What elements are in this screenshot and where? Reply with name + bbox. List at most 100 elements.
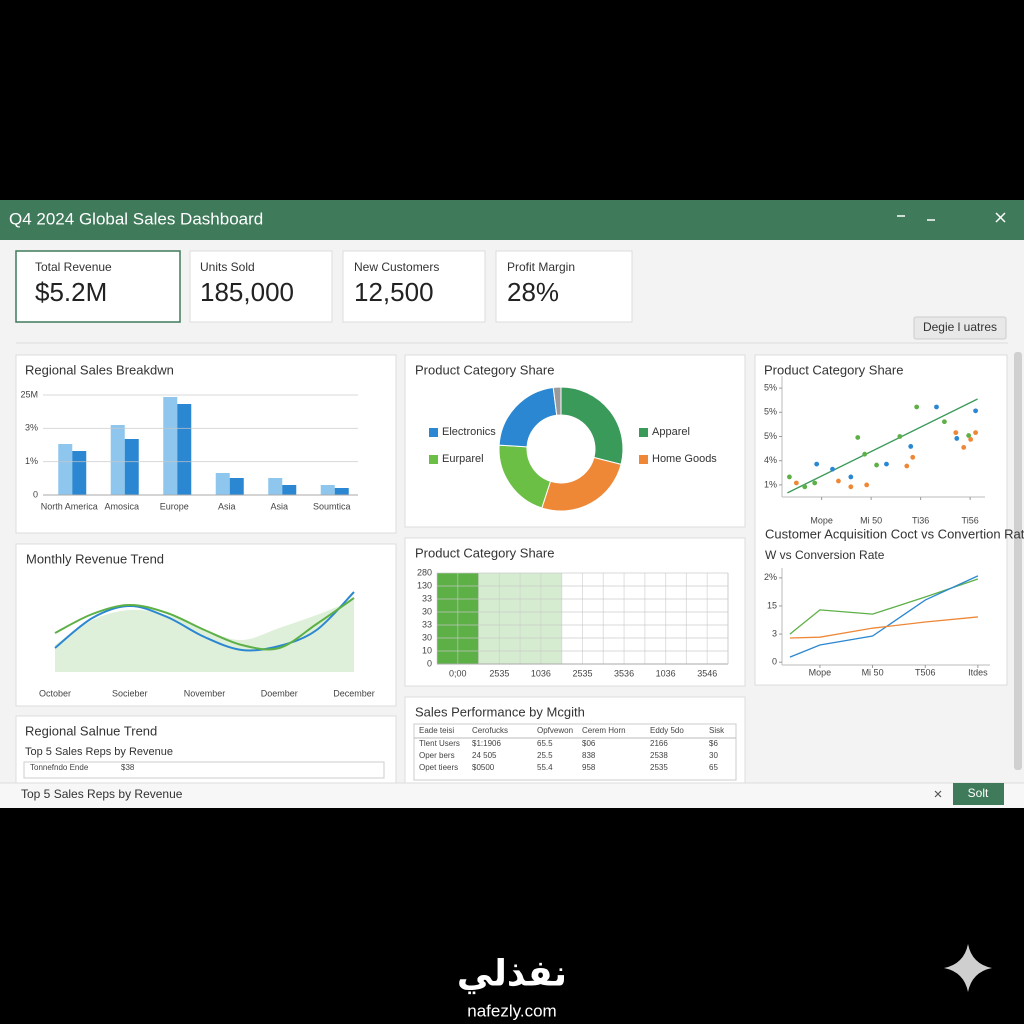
filter-button-label[interactable]: Degie l uatres xyxy=(923,320,997,334)
y-tick-label: 30 xyxy=(422,606,432,616)
line xyxy=(789,578,979,635)
y-tick-label: 25M xyxy=(20,389,38,399)
y-tick-label: 10 xyxy=(422,645,432,655)
scatter-point xyxy=(966,433,972,438)
kpi-card[interactable] xyxy=(342,250,486,323)
x-tick-label: 1036 xyxy=(531,668,551,678)
scatter-point xyxy=(787,474,792,480)
table-cell: 65 xyxy=(709,763,718,772)
sort-button-label[interactable]: Solt xyxy=(968,786,989,800)
filter-button[interactable] xyxy=(913,316,1007,340)
scatter-point xyxy=(908,444,914,449)
dynamic-layer: Total Revenue $5.2M Units Sold 185,000 New C… xyxy=(20,260,1024,781)
panel-title: Sales Performance by Mcgith xyxy=(415,704,585,719)
y-tick-label: 280 xyxy=(417,567,432,577)
x-tick-label: 2535 xyxy=(489,668,509,678)
chart-title: Product Category Share xyxy=(415,362,554,377)
bar xyxy=(177,404,192,495)
kpi-value: $5.2M xyxy=(35,277,107,307)
watermark-arabic: نفذلي xyxy=(457,953,567,995)
line xyxy=(54,597,355,651)
kpi-label: Total Revenue xyxy=(35,260,112,274)
x-tick-label: 1036 xyxy=(656,668,676,678)
status-bar xyxy=(0,783,1024,808)
x-tick-label: Socieber xyxy=(112,688,148,698)
scatter-point xyxy=(961,444,967,450)
status-text: Top 5 Sales Reps by Revenue xyxy=(21,787,183,801)
table-header: Opfvewon xyxy=(537,726,573,735)
bar xyxy=(215,473,230,495)
scrollbar[interactable] xyxy=(1014,352,1022,770)
bar xyxy=(163,397,178,495)
legend-label: Home Goods xyxy=(652,453,717,465)
scatter-point xyxy=(793,480,799,486)
reps-cell: Tonnefndo Ende xyxy=(30,763,89,772)
legend-swatch xyxy=(639,455,648,464)
bar xyxy=(72,451,87,495)
kpi-card[interactable] xyxy=(495,250,633,323)
title-bar xyxy=(0,200,1024,240)
scatter-point xyxy=(968,437,974,442)
pie-slice xyxy=(560,386,624,466)
table-header: Cerofucks xyxy=(472,726,508,735)
x-tick-label: Mope xyxy=(809,667,832,677)
bar xyxy=(124,439,139,495)
legend-swatch xyxy=(429,428,438,437)
x-tick-label: December xyxy=(333,688,375,698)
sparkle-icon xyxy=(944,944,992,992)
pie-slice xyxy=(552,386,562,416)
chart-subtitle: W vs Conversion Rate xyxy=(765,548,885,562)
table-cell: 24 505 xyxy=(472,751,497,760)
table-cell: $0500 xyxy=(472,763,495,772)
legend-swatch xyxy=(639,428,648,437)
table-cell: $06 xyxy=(582,739,596,748)
line xyxy=(789,616,978,639)
x-tick-label: 2535 xyxy=(572,668,592,678)
scatter-point xyxy=(973,430,978,436)
x-tick-label: Europe xyxy=(160,501,189,511)
y-tick-label: 30 xyxy=(422,632,432,642)
table-cell: 2535 xyxy=(650,763,668,772)
table-cell: $1:1906 xyxy=(472,739,501,748)
x-tick-label: Itdes xyxy=(968,667,988,677)
x-tick-label: T506 xyxy=(915,667,936,677)
x-tick-label: 0;00 xyxy=(449,668,467,678)
y-tick-label: 130 xyxy=(417,580,432,590)
reps-frame xyxy=(23,761,385,779)
x-tick-label: North America xyxy=(41,501,98,511)
scatter-point xyxy=(864,482,870,488)
table-header: Eddy 5do xyxy=(650,726,684,735)
legend-label: Apparel xyxy=(652,426,690,438)
x-tick-label: November xyxy=(184,688,226,698)
status-icon[interactable] xyxy=(934,790,942,798)
scatter-point xyxy=(953,430,959,436)
table-cell: Opet tieers xyxy=(419,763,458,772)
y-tick-label: 33 xyxy=(422,593,432,603)
x-tick-label: Mi 50 xyxy=(862,667,884,677)
scatter-point xyxy=(934,404,939,410)
scatter-point xyxy=(897,434,903,439)
y-tick-label: 3% xyxy=(25,423,38,433)
table-cell: 65.5 xyxy=(537,739,553,748)
chart-title: Product Category Share xyxy=(764,362,903,377)
legend-label: Eurparel xyxy=(442,453,484,465)
legend-swatch xyxy=(429,455,438,464)
sort-button[interactable] xyxy=(953,783,1004,805)
bar xyxy=(320,485,335,495)
scatter-point xyxy=(910,454,916,460)
scatter-point xyxy=(836,478,841,484)
x-tick-label: Mi 50 xyxy=(860,515,882,525)
scatter-point xyxy=(814,461,820,467)
bar xyxy=(58,444,73,495)
chart-title: Customer Acquisition Coct vs Convertion … xyxy=(765,526,1024,541)
kpi-card-selected[interactable] xyxy=(15,250,181,323)
kpi-card[interactable] xyxy=(189,250,333,323)
scatter-point xyxy=(802,484,808,490)
close-button[interactable] xyxy=(995,212,1006,223)
scatter-point xyxy=(812,480,818,486)
kpi-value: 28% xyxy=(507,277,559,307)
scatter-point xyxy=(862,451,868,457)
panel xyxy=(404,696,746,786)
y-tick-label: 3 xyxy=(772,628,777,638)
